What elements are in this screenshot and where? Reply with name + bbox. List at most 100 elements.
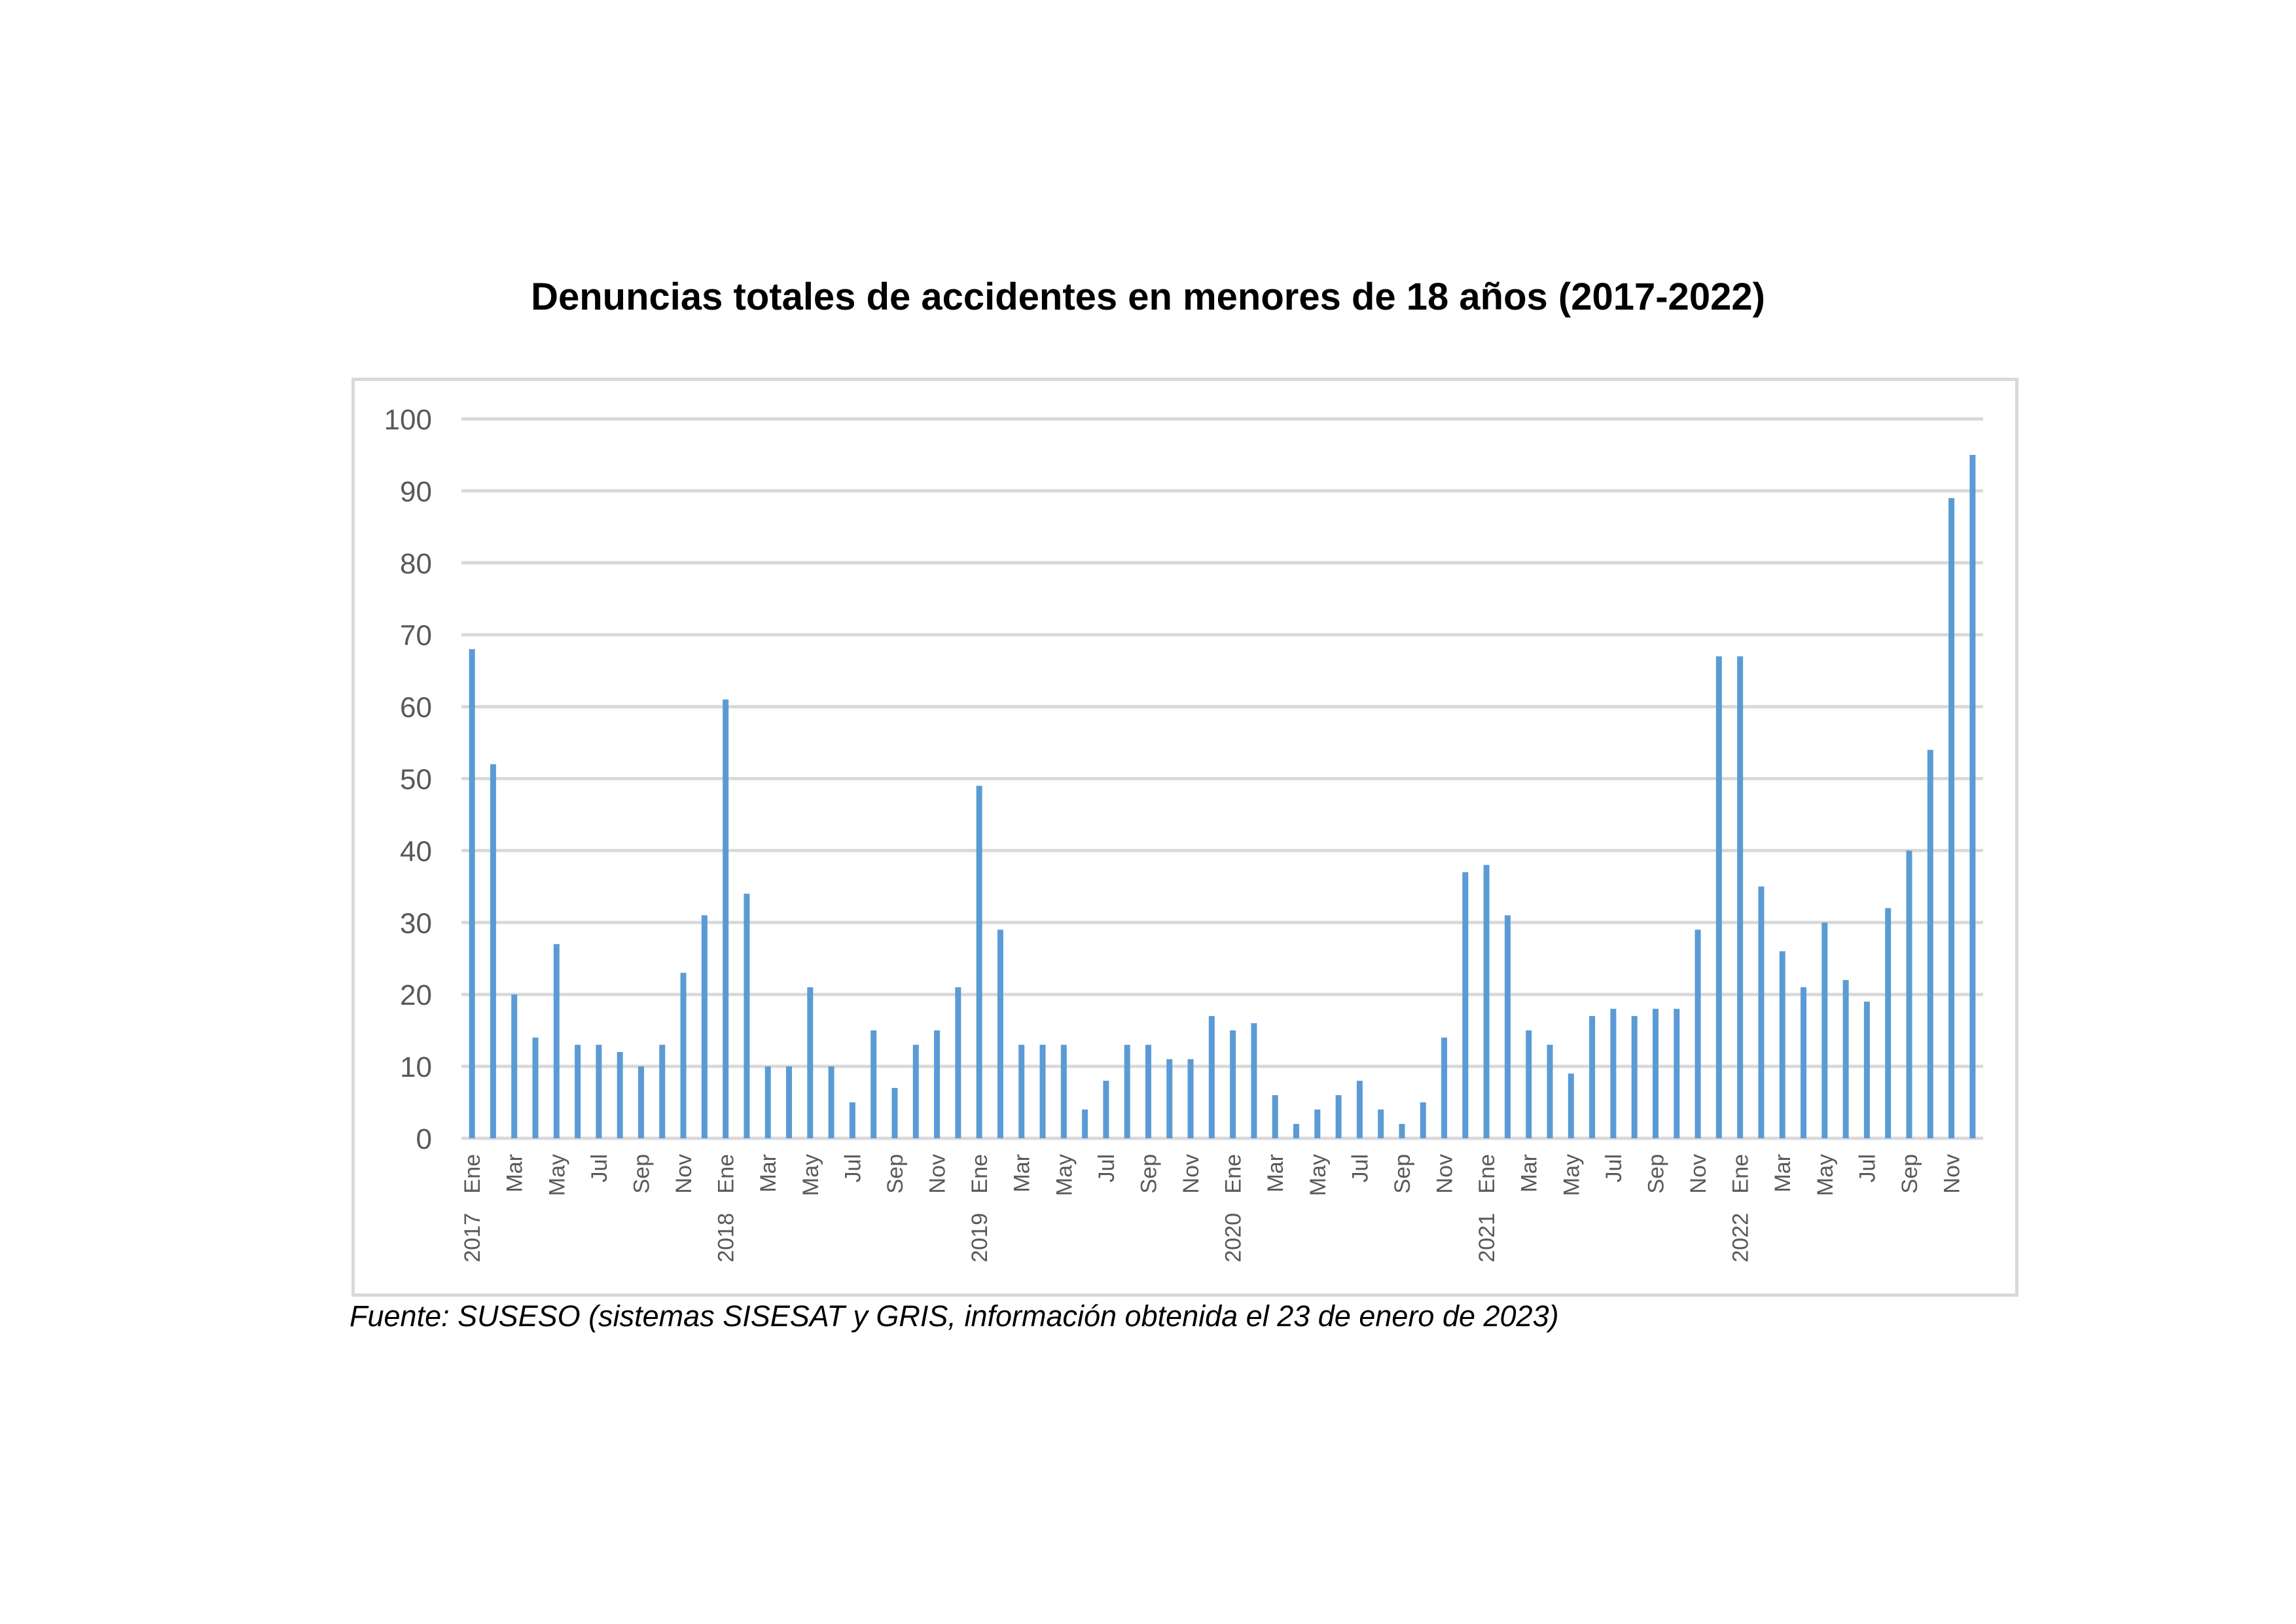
y-tick-label: 70	[400, 620, 432, 652]
bar	[1801, 987, 1807, 1138]
x-tick-year-label: 2017	[460, 1213, 485, 1263]
x-tick-month-label: Jul	[1348, 1154, 1372, 1182]
y-tick-label: 60	[400, 692, 432, 724]
x-tick-month-label: Mar	[503, 1154, 528, 1193]
x-tick-month-label: Jul	[1855, 1154, 1880, 1182]
bar	[617, 1052, 623, 1138]
x-tick-month-label: Mar	[756, 1154, 781, 1193]
bar	[596, 1045, 602, 1138]
x-tick-month-label: Mar	[1010, 1154, 1035, 1193]
bar	[1230, 1030, 1236, 1138]
x-tick-month-label: May	[1813, 1154, 1838, 1196]
bar	[1821, 922, 1828, 1138]
bar	[934, 1030, 941, 1138]
bar	[1568, 1074, 1574, 1138]
bar	[1863, 1001, 1870, 1138]
bar	[575, 1045, 581, 1138]
bar	[1082, 1110, 1088, 1138]
bar	[1462, 872, 1469, 1138]
x-tick-month-label: Ene	[714, 1154, 739, 1194]
x-tick-month-label: May	[1559, 1154, 1584, 1196]
bar	[1969, 454, 1976, 1139]
bar	[1652, 1009, 1659, 1138]
x-tick-month-label: Sep	[1136, 1154, 1161, 1194]
bar	[1695, 929, 1701, 1138]
x-tick-year-label: 2020	[1221, 1213, 1246, 1263]
bar	[553, 944, 560, 1138]
x-tick-month-label: Ene	[1221, 1154, 1246, 1194]
x-tick-month-label: Jul	[1602, 1154, 1626, 1182]
x-tick-month-label: Sep	[629, 1154, 654, 1194]
gridlines	[461, 417, 1983, 1140]
x-axis-ticks: Ene Mar May Jul Sep Nov Ene Mar May Jul Sep Nov Ene M…	[460, 1154, 1964, 1263]
bar	[1758, 886, 1765, 1138]
bar	[637, 1066, 644, 1138]
bar	[490, 764, 496, 1138]
y-tick-label: 80	[400, 548, 432, 580]
chart-source: Fuente: SUSESO (sistemas SISESAT y GRIS,…	[350, 1299, 1559, 1333]
x-tick-month-label: Jul	[840, 1154, 865, 1182]
y-tick-label: 40	[400, 835, 432, 867]
bar	[1715, 656, 1722, 1138]
bar	[1674, 1009, 1680, 1138]
bar	[1145, 1045, 1151, 1138]
bar	[1948, 497, 1955, 1138]
bar	[1293, 1124, 1300, 1138]
x-tick-month-label: Sep	[1390, 1154, 1415, 1194]
bar	[1483, 865, 1490, 1138]
bar	[1314, 1110, 1321, 1138]
bar	[744, 893, 750, 1138]
y-tick-label: 30	[400, 907, 432, 939]
x-tick-month-label: Mar	[1770, 1154, 1795, 1193]
bar	[1187, 1059, 1194, 1138]
bar	[849, 1102, 855, 1138]
bar	[786, 1066, 793, 1138]
x-tick-month-label: Jul	[1094, 1154, 1119, 1182]
bar	[976, 785, 982, 1138]
bar	[659, 1045, 666, 1138]
x-tick-month-label: May	[1052, 1154, 1077, 1196]
bar	[1589, 1016, 1596, 1138]
bar	[1631, 1016, 1638, 1138]
bar	[807, 987, 814, 1138]
bar	[1504, 915, 1511, 1138]
bar	[1737, 656, 1744, 1138]
bar	[1378, 1110, 1384, 1138]
bar	[1166, 1059, 1173, 1138]
bar	[1272, 1095, 1278, 1138]
y-tick-label: 10	[400, 1051, 432, 1083]
bar	[1251, 1023, 1257, 1138]
bars	[469, 454, 1976, 1139]
y-tick-label: 90	[400, 476, 432, 508]
bar	[1927, 749, 1933, 1138]
bar	[701, 915, 708, 1138]
x-tick-month-label: Sep	[1643, 1154, 1668, 1194]
bar	[1885, 908, 1892, 1138]
bar	[511, 994, 518, 1138]
bar	[997, 929, 1003, 1138]
x-tick-month-label: Sep	[883, 1154, 908, 1194]
bar	[1039, 1045, 1046, 1138]
bar	[723, 699, 729, 1138]
x-tick-year-label: 2022	[1729, 1213, 1753, 1263]
bar	[532, 1038, 539, 1138]
bar	[1441, 1038, 1448, 1138]
bar	[1906, 850, 1912, 1138]
y-axis-ticks: 0 10 20 30 40 50 60 70 80 90 100	[384, 404, 432, 1155]
bar	[1420, 1102, 1426, 1138]
bar	[1399, 1124, 1405, 1138]
bar	[469, 649, 475, 1138]
x-tick-year-label: 2021	[1475, 1213, 1499, 1263]
bar	[1018, 1045, 1025, 1138]
x-tick-month-label: Nov	[672, 1154, 696, 1193]
bar	[828, 1066, 834, 1138]
bar	[912, 1045, 919, 1138]
x-tick-month-label: Ene	[1729, 1154, 1753, 1194]
x-tick-month-label: May	[798, 1154, 823, 1196]
bar	[1842, 980, 1849, 1138]
y-tick-label: 100	[384, 404, 432, 436]
x-tick-year-label: 2018	[714, 1213, 739, 1263]
x-tick-month-label: Mar	[1263, 1154, 1288, 1193]
x-tick-month-label: Ene	[967, 1154, 992, 1194]
